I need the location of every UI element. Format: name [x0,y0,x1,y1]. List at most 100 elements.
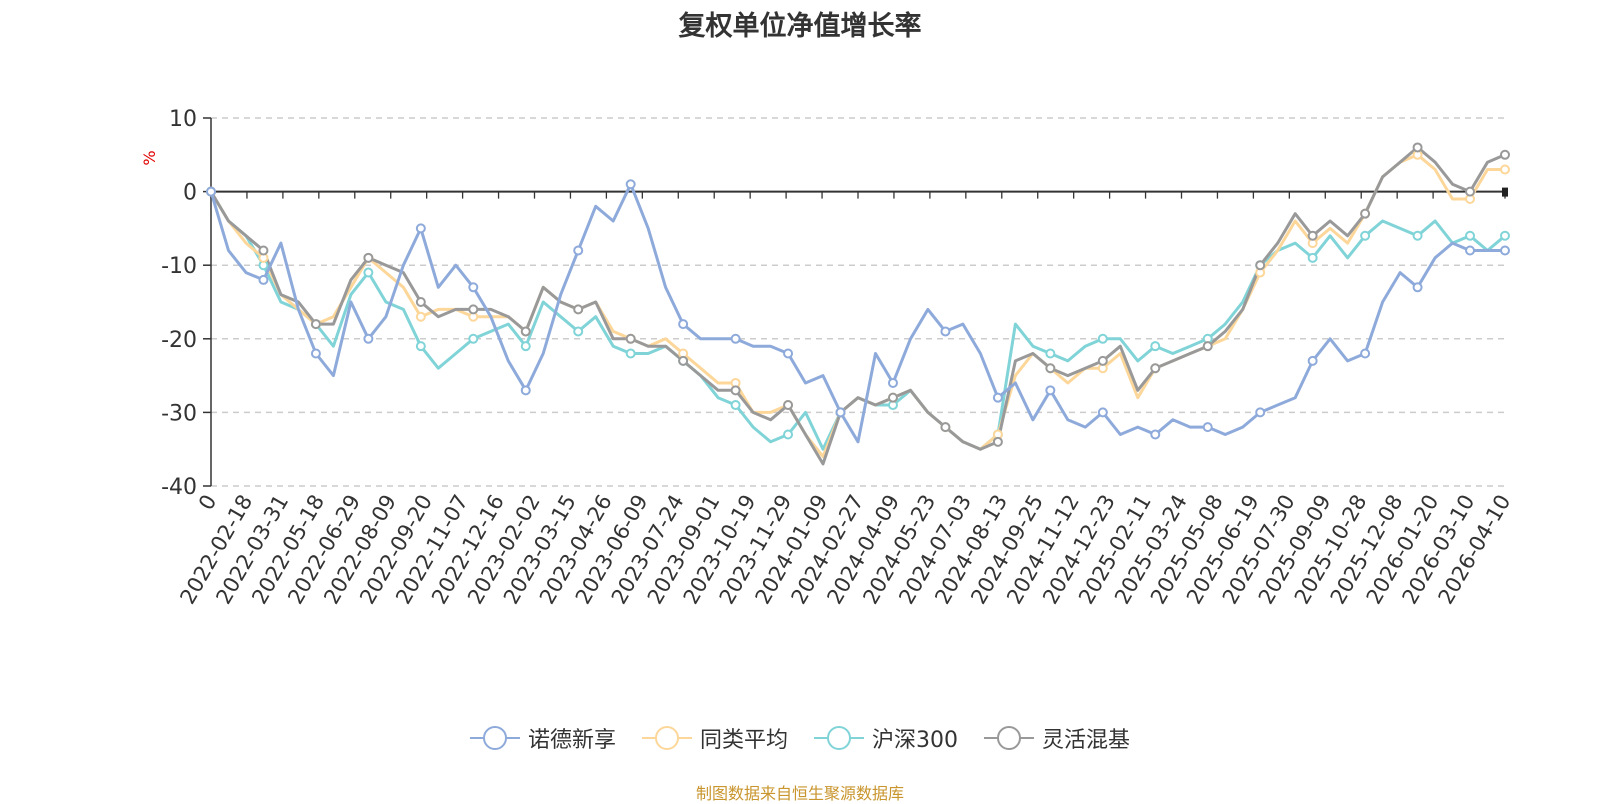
data-point [1097,355,1108,366]
data-point [1045,385,1056,396]
legend-item-0[interactable]: 诺德新享 [469,722,616,754]
legend-swatch-circle [482,726,507,750]
data-point [1202,341,1213,352]
data-point [730,400,741,411]
data-point [1255,407,1266,418]
data-point [468,282,479,293]
data-point [992,392,1003,403]
data-point [1150,341,1161,352]
data-point [783,400,794,411]
legend-swatch-icon [984,725,1034,751]
data-point [1150,429,1161,440]
legend-swatch-circle [827,726,851,750]
data-point [520,385,531,396]
data-point [415,341,426,352]
y-tick-label: -20 [161,328,197,353]
data-point [1360,230,1371,241]
y-tick-label: 10 [169,107,197,132]
data-point [1097,333,1108,344]
data-point [730,385,741,396]
data-point [625,333,636,344]
data-point [1360,208,1371,219]
legend-label: 灵活混基 [1042,728,1131,753]
x-axis-end-cap [1502,187,1508,197]
legend-label: 诺德新享 [527,728,616,753]
data-point [1150,363,1161,374]
data-point [1307,252,1318,263]
data-point [363,333,374,344]
data-point [835,407,846,418]
data-point [1097,407,1108,418]
y-tick-label: -10 [161,254,197,279]
data-point [1360,348,1371,359]
data-point [1045,363,1056,374]
data-point [520,326,531,337]
legend-label: 沪深300 [872,728,958,753]
legend-item-3[interactable]: 灵活混基 [984,722,1130,754]
y-tick-label: 0 [183,181,197,206]
legend-swatch-icon [814,725,864,751]
data-point [573,304,584,315]
data-point [887,392,898,403]
data-point [258,245,269,256]
x-tick-label: 0 [194,491,221,515]
data-point [363,267,374,278]
data-point [625,348,636,359]
legend-swatch-icon [641,725,692,751]
data-point [468,304,479,315]
data-point [573,245,584,256]
data-point [1465,245,1476,256]
data-point [1465,186,1476,197]
data-point [520,341,531,352]
data-point [573,326,584,337]
data-point [887,377,898,388]
grid-layer [211,117,1505,487]
data-point [1500,245,1510,256]
data-point [1412,230,1423,241]
data-point [363,252,374,263]
data-point [1045,348,1056,359]
data-point [415,223,426,234]
data-point [1255,260,1266,271]
data-point [940,422,951,433]
data-point [1412,142,1423,153]
data-point [678,319,689,330]
data-point [1465,230,1476,241]
data-point [783,429,794,440]
data-point [1412,282,1423,293]
data-point [1307,230,1318,241]
legend-swatch-circle [654,726,679,750]
y-tick-label: -40 [161,475,197,500]
data-point [783,348,794,359]
data-point [625,179,636,190]
data-point [1307,355,1318,366]
legend-item-2[interactable]: 沪深300 [814,722,958,754]
data-point [258,274,269,285]
marker-layer [206,142,1510,447]
legend-item-1[interactable]: 同类平均 [641,722,788,754]
series-layer [209,145,1506,466]
legend: 诺德新享 同类平均 沪深300 灵活混基 [0,722,1600,754]
data-point [310,319,321,330]
data-point [310,348,321,359]
series-line-3 [209,145,1506,466]
data-point [415,311,426,322]
data-point [1500,149,1510,160]
data-point [730,333,741,344]
data-point [1202,422,1213,433]
data-source-note: 制图数据来自恒生聚源数据库 [695,784,904,803]
data-point [468,333,479,344]
legend-label: 同类平均 [699,728,788,753]
data-point [415,297,426,307]
legend-swatch-icon [469,725,520,751]
data-point [940,326,951,337]
data-point [1500,164,1510,175]
y-axis-unit-label: % [140,150,159,165]
chart-title: 复权单位净值增长率 [678,11,922,42]
series-line-0 [209,182,1505,444]
series-line-2 [209,190,1506,451]
data-point [1500,230,1510,241]
data-point [992,436,1003,447]
data-point [678,355,689,366]
